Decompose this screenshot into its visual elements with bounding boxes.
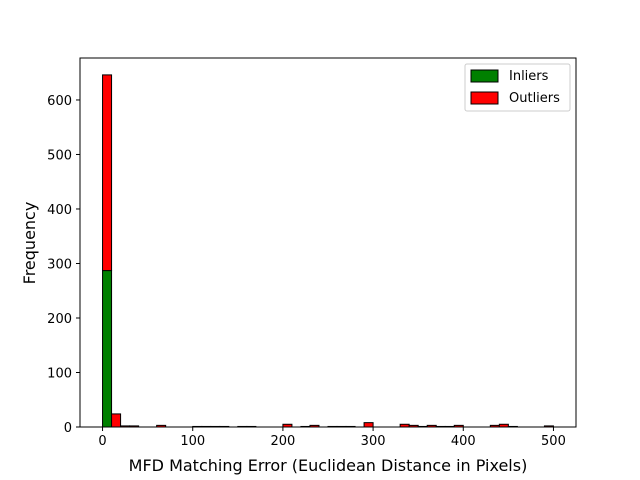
- plot-frame: [79, 57, 577, 428]
- y-tick-label: 300: [47, 257, 72, 272]
- legend-label-outliers: Outliers: [509, 91, 560, 106]
- legend: Inliers Outliers: [464, 63, 571, 112]
- bar-outliers-29: [363, 422, 374, 428]
- x-tick-label: 300: [361, 434, 386, 449]
- x-tick-label: 100: [180, 434, 205, 449]
- bar-inliers-0: [102, 270, 113, 428]
- y-axis-label: Frequency: [20, 202, 39, 285]
- x-axis-label: MFD Matching Error (Euclidean Distance i…: [129, 456, 528, 475]
- legend-swatch-inliers: [470, 69, 499, 83]
- bar-outliers-1: [111, 413, 122, 428]
- x-tick-label: 0: [98, 434, 106, 449]
- y-tick-label: 0: [64, 421, 72, 436]
- legend-label-inliers: Inliers: [509, 69, 549, 84]
- y-tick-label: 200: [47, 312, 72, 327]
- y-axis: 0 100 200 300 400 500 600: [47, 94, 80, 436]
- bar-outliers-0: [102, 74, 113, 272]
- y-tick-label: 500: [47, 148, 72, 163]
- x-axis: 0 100 200 300 400 500: [98, 427, 566, 449]
- x-tick-label: 500: [541, 434, 566, 449]
- x-tick-label: 400: [451, 434, 476, 449]
- y-tick-label: 600: [47, 94, 72, 109]
- y-tick-label: 100: [47, 366, 72, 381]
- y-tick-label: 400: [47, 203, 72, 218]
- legend-swatch-outliers: [470, 91, 499, 105]
- x-tick-label: 200: [270, 434, 295, 449]
